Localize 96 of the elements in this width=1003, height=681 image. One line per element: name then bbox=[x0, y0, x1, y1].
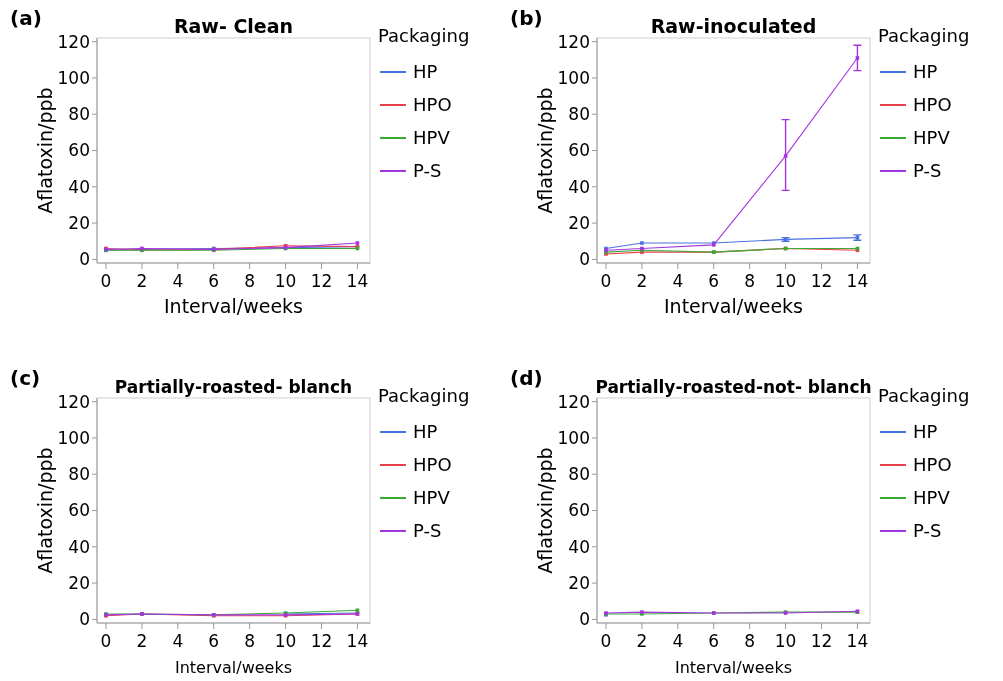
legend-label: HP bbox=[913, 61, 938, 83]
y-tick-label: 40 bbox=[568, 536, 590, 557]
text: (d) bbox=[510, 366, 543, 390]
x-tick-label: 12 bbox=[810, 271, 833, 291]
x-tick-label: 2 bbox=[136, 631, 148, 651]
x-tick-label: 12 bbox=[310, 271, 333, 291]
x-tick-label: 8 bbox=[744, 631, 756, 651]
x-axis-title: Interval/weeks bbox=[664, 295, 803, 317]
y-tick-label: 60 bbox=[568, 140, 590, 161]
chart-title: Partially-roasted-not- blanch bbox=[595, 377, 872, 397]
legend-title: Packaging bbox=[378, 385, 470, 406]
legend-label: P-S bbox=[913, 520, 942, 542]
x-tick-label: 12 bbox=[310, 631, 333, 651]
x-tick-label: 2 bbox=[636, 271, 648, 291]
x-tick-label: 4 bbox=[172, 271, 184, 291]
legend-label: HP bbox=[913, 421, 938, 443]
y-tick-label: 100 bbox=[57, 427, 90, 448]
x-tick-label: 14 bbox=[346, 271, 369, 291]
y-tick-label: 0 bbox=[579, 609, 590, 630]
x-tick-label: 0 bbox=[100, 631, 112, 651]
x-tick-label: 2 bbox=[636, 631, 648, 651]
legend-title: Packaging bbox=[378, 25, 470, 46]
y-tick-label: 100 bbox=[57, 67, 90, 88]
y-axis-title: Aflatoxin/ppb bbox=[34, 447, 56, 574]
text: (a) bbox=[10, 6, 42, 30]
legend-title: Packaging bbox=[878, 385, 970, 406]
x-tick-label: 0 bbox=[100, 271, 112, 291]
y-tick-label: 0 bbox=[79, 609, 90, 630]
y-tick-label: 80 bbox=[68, 464, 90, 485]
legend-label: HPV bbox=[413, 487, 451, 509]
legend-label: HP bbox=[413, 421, 438, 443]
y-tick-label: 40 bbox=[68, 536, 90, 557]
x-tick-label: 4 bbox=[672, 271, 684, 291]
y-tick-label: 0 bbox=[579, 249, 590, 270]
legend-label: HP bbox=[413, 61, 438, 83]
x-tick-label: 8 bbox=[744, 271, 756, 291]
legend-title: Packaging bbox=[878, 25, 970, 46]
x-tick-label: 0 bbox=[600, 271, 612, 291]
x-axis-title: Interval/weeks bbox=[174, 658, 293, 677]
y-tick-label: 100 bbox=[557, 67, 590, 88]
legend-label: P-S bbox=[413, 160, 442, 182]
x-tick-label: 14 bbox=[846, 271, 869, 291]
y-tick-label: 20 bbox=[68, 573, 90, 594]
text: (b) bbox=[510, 6, 543, 30]
x-tick-label: 6 bbox=[708, 631, 720, 651]
x-tick-label: 14 bbox=[846, 631, 869, 651]
y-axis-title: Aflatoxin/ppb bbox=[34, 87, 56, 214]
x-tick-label: 6 bbox=[208, 631, 220, 651]
legend-label: HPO bbox=[913, 94, 952, 116]
x-tick-label: 14 bbox=[346, 631, 369, 651]
x-tick-label: 2 bbox=[136, 271, 148, 291]
legend-label: HPV bbox=[913, 487, 951, 509]
x-tick-label: 10 bbox=[774, 631, 797, 651]
chart-title: Raw- Clean bbox=[173, 15, 294, 37]
x-tick-label: 10 bbox=[774, 271, 797, 291]
legend-label: HPV bbox=[413, 127, 451, 149]
x-tick-label: 12 bbox=[810, 631, 833, 651]
x-axis-title: Interval/weeks bbox=[674, 658, 793, 677]
legend-label: HPO bbox=[413, 454, 452, 476]
y-tick-label: 40 bbox=[568, 176, 590, 197]
y-tick-label: 80 bbox=[568, 464, 590, 485]
y-tick-label: 0 bbox=[79, 249, 90, 270]
y-tick-label: 20 bbox=[568, 213, 590, 234]
x-tick-label: 8 bbox=[244, 631, 256, 651]
x-tick-label: 8 bbox=[244, 271, 256, 291]
x-tick-label: 4 bbox=[672, 631, 684, 651]
y-tick-label: 60 bbox=[568, 500, 590, 521]
x-axis-title: Interval/weeks bbox=[164, 295, 303, 317]
y-tick-label: 120 bbox=[557, 391, 590, 412]
chart-title: Raw-inoculated bbox=[650, 15, 817, 37]
legend-label: P-S bbox=[413, 520, 442, 542]
y-tick-label: 60 bbox=[68, 140, 90, 161]
legend-label: HPV bbox=[913, 127, 951, 149]
chart-title: Partially-roasted- blanch bbox=[114, 377, 353, 397]
x-tick-label: 10 bbox=[274, 631, 297, 651]
y-tick-label: 20 bbox=[68, 213, 90, 234]
y-tick-label: 80 bbox=[68, 104, 90, 125]
y-tick-label: 40 bbox=[68, 176, 90, 197]
text: (c) bbox=[10, 366, 41, 390]
y-tick-label: 60 bbox=[68, 500, 90, 521]
legend-label: HPO bbox=[413, 94, 452, 116]
y-axis-title: Aflatoxin/ppb bbox=[534, 447, 556, 574]
x-tick-label: 0 bbox=[600, 631, 612, 651]
y-tick-label: 80 bbox=[568, 104, 590, 125]
legend-label: P-S bbox=[913, 160, 942, 182]
y-tick-label: 20 bbox=[568, 573, 590, 594]
legend-label: HPO bbox=[913, 454, 952, 476]
y-tick-label: 120 bbox=[57, 391, 90, 412]
x-tick-label: 6 bbox=[208, 271, 220, 291]
y-tick-label: 120 bbox=[57, 31, 90, 52]
y-tick-label: 100 bbox=[557, 427, 590, 448]
x-tick-label: 4 bbox=[172, 631, 184, 651]
x-tick-label: 6 bbox=[708, 271, 720, 291]
y-tick-label: 120 bbox=[557, 31, 590, 52]
x-tick-label: 10 bbox=[274, 271, 297, 291]
y-axis-title: Aflatoxin/ppb bbox=[534, 87, 556, 214]
